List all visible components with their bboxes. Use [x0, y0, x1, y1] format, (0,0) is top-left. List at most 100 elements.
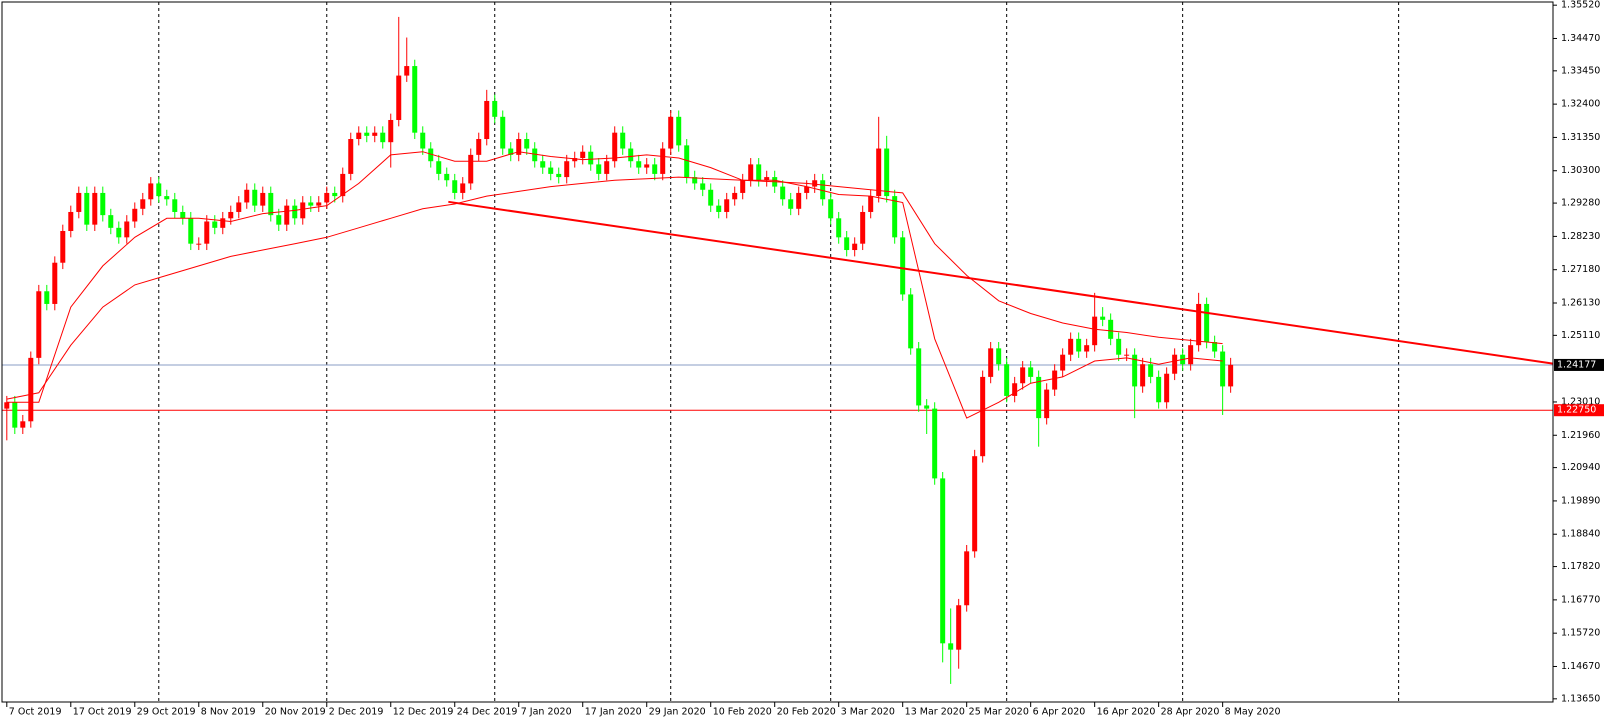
- candle-body: [628, 148, 634, 162]
- x-tick-label: 13 Mar 2020: [905, 707, 965, 718]
- x-tick-label: 6 Apr 2020: [1033, 707, 1086, 718]
- y-tick-label: 1.30300: [1561, 165, 1600, 176]
- y-tick-label: 1.15720: [1561, 628, 1600, 639]
- candle-body: [364, 132, 370, 136]
- candle-body: [388, 119, 394, 143]
- candle-body: [740, 180, 746, 193]
- candle-body: [1196, 303, 1202, 346]
- candle-body: [580, 151, 586, 159]
- candle-body: [36, 291, 42, 358]
- candle-body: [764, 177, 770, 181]
- candle-body: [1020, 367, 1026, 384]
- candle-body: [252, 189, 258, 206]
- candle-body: [676, 116, 682, 146]
- candle-body: [316, 202, 322, 206]
- y-tick-label: 1.18840: [1561, 529, 1600, 540]
- candle-body: [172, 199, 178, 212]
- candle-body: [1164, 373, 1170, 403]
- candle-body: [124, 221, 130, 238]
- candle-body: [380, 132, 386, 143]
- candle-body: [156, 183, 162, 197]
- y-tick-label: 1.19890: [1561, 495, 1600, 506]
- candle-body: [1172, 354, 1178, 374]
- x-tick-label: 29 Oct 2019: [137, 707, 196, 718]
- candle-body: [1068, 338, 1074, 355]
- candle-body: [1108, 319, 1114, 339]
- candle-body: [636, 161, 642, 168]
- candle-body: [132, 208, 138, 222]
- candle-body: [492, 100, 498, 117]
- trend-line: [448, 200, 1554, 365]
- candle-body: [700, 183, 706, 190]
- candle-body: [236, 202, 242, 212]
- candle-body: [828, 199, 834, 219]
- x-tick-label: 16 Apr 2020: [1097, 707, 1156, 718]
- candle-body: [484, 100, 490, 140]
- candle-body: [1076, 338, 1082, 352]
- candle-body: [1140, 364, 1146, 387]
- candle-body: [84, 192, 90, 225]
- candle-body: [1012, 383, 1018, 396]
- y-tick-label: 1.17820: [1561, 561, 1600, 572]
- candle-body: [644, 164, 650, 168]
- candle-body: [460, 183, 466, 193]
- candle-body: [12, 402, 18, 428]
- candle-body: [548, 167, 554, 174]
- y-tick-label: 1.14670: [1561, 661, 1600, 672]
- candle-body: [1156, 376, 1162, 403]
- candle-body: [860, 211, 866, 244]
- level-line-label: 1.22750: [1557, 405, 1596, 416]
- candle-body: [444, 173, 450, 181]
- candle-body: [4, 402, 10, 409]
- x-tick-label: 28 Apr 2020: [1161, 707, 1220, 718]
- candle-body: [500, 116, 506, 149]
- candle-body: [980, 376, 986, 457]
- candle-body: [228, 211, 234, 219]
- candle-body: [1220, 351, 1226, 387]
- candle-body: [116, 227, 122, 238]
- candle-body: [612, 132, 618, 162]
- y-tick-label: 1.20940: [1561, 462, 1600, 473]
- candle-body: [148, 183, 154, 200]
- y-tick-label: 1.28230: [1561, 231, 1600, 242]
- candle-body: [844, 237, 850, 251]
- x-tick-label: 17 Jan 2020: [585, 707, 642, 718]
- y-tick-label: 1.26130: [1561, 297, 1600, 308]
- candle-body: [732, 192, 738, 200]
- candle-body: [220, 218, 226, 228]
- candle-body: [1204, 303, 1210, 343]
- candle-body: [332, 192, 338, 197]
- candle-body: [852, 243, 858, 251]
- y-tick-label: 1.21960: [1561, 430, 1600, 441]
- candle-body: [540, 161, 546, 168]
- x-tick-label: 24 Dec 2019: [457, 707, 518, 718]
- candle-body: [868, 196, 874, 212]
- candle-body: [1116, 338, 1122, 355]
- candle-body: [524, 139, 530, 149]
- x-tick-label: 3 Mar 2020: [841, 707, 895, 718]
- candle-body: [348, 139, 354, 174]
- y-tick-label: 1.33450: [1561, 65, 1600, 76]
- candle-body: [428, 148, 434, 162]
- candle-body: [1044, 389, 1050, 419]
- candle-body: [356, 132, 362, 140]
- candle-body: [812, 180, 818, 187]
- candle-body: [476, 139, 482, 155]
- candle-body: [508, 148, 514, 155]
- candle-body: [620, 132, 626, 149]
- candle-body: [1228, 364, 1234, 387]
- candle-body: [796, 192, 802, 209]
- candle-body: [1100, 316, 1106, 320]
- candle-body: [692, 177, 698, 184]
- candle-body: [892, 196, 898, 238]
- candle-body: [324, 192, 330, 203]
- candle-body: [660, 148, 666, 174]
- candle-body: [20, 421, 26, 428]
- y-tick-label: 1.16770: [1561, 594, 1600, 605]
- candle-body: [940, 478, 946, 644]
- candle-body: [44, 291, 50, 304]
- candle-body: [884, 148, 890, 197]
- candle-body: [300, 202, 306, 219]
